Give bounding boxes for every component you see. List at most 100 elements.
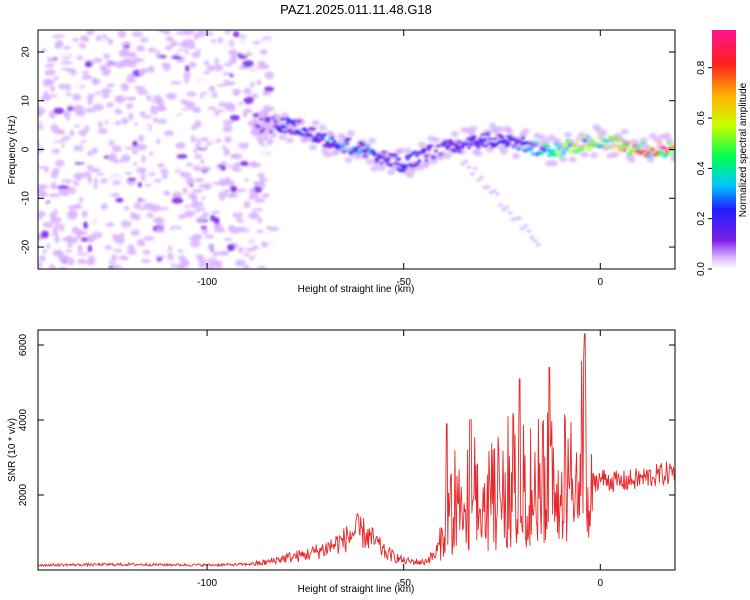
heatmap-cell <box>165 105 172 113</box>
heatmap-cell <box>605 55 610 58</box>
heatmap-cell <box>74 183 80 187</box>
heatmap-cell <box>248 161 260 168</box>
heatmap-cell <box>441 143 445 147</box>
heatmap-cell <box>203 39 211 45</box>
heatmap-cell <box>461 61 470 65</box>
heatmap-cell <box>81 146 89 149</box>
heatmap-cell <box>575 147 580 151</box>
heatmap-cell <box>448 76 456 81</box>
heatmap-cell <box>285 121 290 125</box>
heatmap-cell <box>255 157 263 164</box>
heatmap-cell <box>250 81 255 88</box>
heatmap-cell <box>244 178 249 182</box>
heatmap-cell <box>218 101 225 107</box>
heatmap-cell <box>96 187 109 192</box>
heatmap-cell <box>152 179 163 183</box>
heatmap-cell <box>122 189 133 196</box>
heatmap-cell <box>58 115 64 122</box>
heatmap-cell <box>257 172 265 179</box>
heatmap-cell <box>169 203 181 209</box>
heatmap-cell <box>620 128 629 135</box>
heatmap-cell <box>164 94 175 98</box>
heatmap-cell <box>81 210 88 218</box>
heatmap-cell <box>50 124 59 132</box>
heatmap-cell <box>274 57 279 64</box>
heatmap-cell <box>126 73 136 82</box>
heatmap-cell <box>319 112 324 117</box>
heatmap-cell <box>39 141 51 148</box>
heatmap-cell <box>172 244 182 250</box>
heatmap-cell <box>646 156 655 163</box>
heatmap-cell <box>259 89 265 93</box>
heatmap-cell <box>168 234 177 242</box>
heatmap-cell <box>368 137 377 144</box>
heatmap-cell <box>176 153 188 159</box>
heatmap-cell <box>672 144 675 148</box>
heatmap-cell <box>87 97 93 105</box>
heatmap-cell <box>230 238 242 243</box>
heatmap-cell <box>50 216 62 224</box>
heatmap-cell <box>378 230 388 233</box>
heatmap-cell <box>239 160 249 167</box>
heatmap-cell <box>261 241 268 246</box>
heatmap-cell <box>499 135 505 139</box>
heatmap-cell <box>97 120 103 128</box>
heatmap-cell <box>435 155 442 159</box>
heatmap-cell <box>194 78 200 83</box>
heatmap-cell <box>124 171 132 175</box>
heatmap-cell <box>50 171 59 179</box>
heatmap-cell <box>665 150 670 154</box>
heatmap-cell <box>370 246 375 251</box>
heatmap-cell <box>484 217 490 222</box>
heatmap-cell <box>377 153 382 158</box>
heatmap-cell <box>122 57 133 66</box>
heatmap-cell <box>523 141 528 145</box>
heatmap-cell <box>309 144 318 151</box>
heatmap-cell <box>231 153 243 160</box>
x-tick-label: -50 <box>396 277 411 288</box>
heatmap-cell <box>67 106 74 111</box>
heatmap-cell <box>659 151 666 155</box>
heatmap-cell <box>608 142 617 149</box>
heatmap-cell <box>460 162 466 166</box>
heatmap-cell <box>305 208 310 211</box>
heatmap-cell <box>251 128 258 132</box>
heatmap-cell <box>191 174 201 178</box>
heatmap-cell <box>521 128 530 135</box>
heatmap-cell <box>424 158 429 163</box>
x-tick-label: -100 <box>197 578 217 589</box>
heatmap-cell <box>474 143 478 147</box>
heatmap-cell <box>397 254 406 259</box>
heatmap-cell <box>377 164 386 171</box>
heatmap-cell <box>117 30 127 38</box>
heatmap-cell <box>132 149 138 155</box>
heatmap-cell <box>234 208 240 214</box>
heatmap-cell <box>199 107 208 114</box>
heatmap-cell <box>253 186 263 194</box>
heatmap-cell <box>253 181 263 187</box>
heatmap-cell <box>305 42 309 45</box>
snr-y-axis-label: SNR (10 * v/v) <box>7 418 18 482</box>
heatmap-cell <box>127 136 139 141</box>
heatmap-cell <box>454 147 461 151</box>
heatmap-cell <box>599 143 604 147</box>
heatmap-cell <box>93 103 104 112</box>
heatmap-cell <box>188 61 197 68</box>
heatmap-cell <box>568 156 577 163</box>
heatmap-cell <box>62 50 71 58</box>
heatmap-cell <box>197 212 203 217</box>
heatmap-cell <box>418 63 425 67</box>
heatmap-cell <box>340 191 344 196</box>
heatmap-cell <box>264 132 269 138</box>
heatmap-cell <box>54 159 65 167</box>
heatmap-cell <box>195 254 204 260</box>
heatmap-cell <box>38 90 44 98</box>
heatmap-cell <box>660 52 670 58</box>
heatmap-cell <box>251 93 259 99</box>
heatmap-cell <box>558 230 563 235</box>
heatmap-cell <box>77 244 83 253</box>
heatmap-cell <box>422 161 431 168</box>
heatmap-cell <box>382 156 386 160</box>
heatmap-cell <box>194 112 201 118</box>
heatmap-cell <box>599 129 608 136</box>
